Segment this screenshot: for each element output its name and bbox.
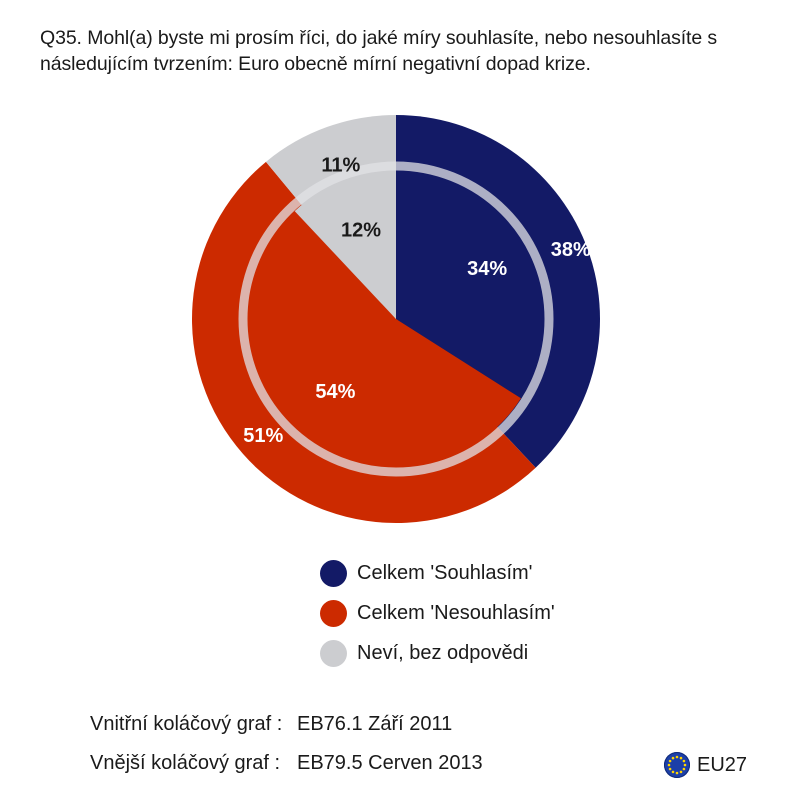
outer-label-nevi: 11% [321,155,360,177]
region-label: EU27 [697,753,748,776]
legend: Celkem 'Souhlasím' Celkem 'Nesouhlasím' … [320,553,555,673]
inner-label-souhlasim: 34% [467,258,507,280]
inner-slice-nevi [294,171,396,319]
chart-title: Q35. Mohl(a) byste mi prosím říci, do ja… [40,27,718,75]
legend-label: Celkem 'Souhlasím' [357,561,533,584]
legend-item-nesouhlasim: Celkem 'Nesouhlasím' [320,593,555,633]
footer-inner-source: Vnitřní koláčový graf : EB76.1 Září 2011 [90,713,452,736]
region-badge: EU27 [664,752,747,778]
legend-item-nevi: Neví, bez odpovědi [320,633,555,673]
footer-outer-value: EB79.5 Cerven 2013 [297,752,483,774]
legend-label: Neví, bez odpovědi [357,641,529,664]
legend-swatch-souhlasim [320,559,347,587]
inner-label-nevi: 12% [341,220,381,242]
footer-outer-source: Vnější koláčový graf : EB79.5 Cerven 2013 [90,752,483,775]
inner-pie-ring [238,161,554,477]
inner-slice-nesouhlasim [247,211,521,468]
inner-pie-overlay [248,171,544,467]
legend-item-souhlasim: Celkem 'Souhlasím' [320,553,555,593]
legend-swatch-nesouhlasim [320,599,347,627]
footer-outer-label: Vnější koláčový graf : [90,752,281,774]
eu-flag-icon [664,752,690,778]
outer-label-souhlasim: 38% [551,239,591,261]
legend-label: Celkem 'Nesouhlasím' [357,601,555,624]
footer-inner-label: Vnitřní koláčový graf : [90,713,283,735]
footer-inner-value: EB76.1 Září 2011 [297,713,453,735]
inner-slice-souhlasim [396,171,544,399]
outer-label-nesouhlasim: 51% [243,425,283,447]
inner-label-nesouhlasim: 54% [315,381,355,403]
legend-swatch-nevi [320,639,347,667]
